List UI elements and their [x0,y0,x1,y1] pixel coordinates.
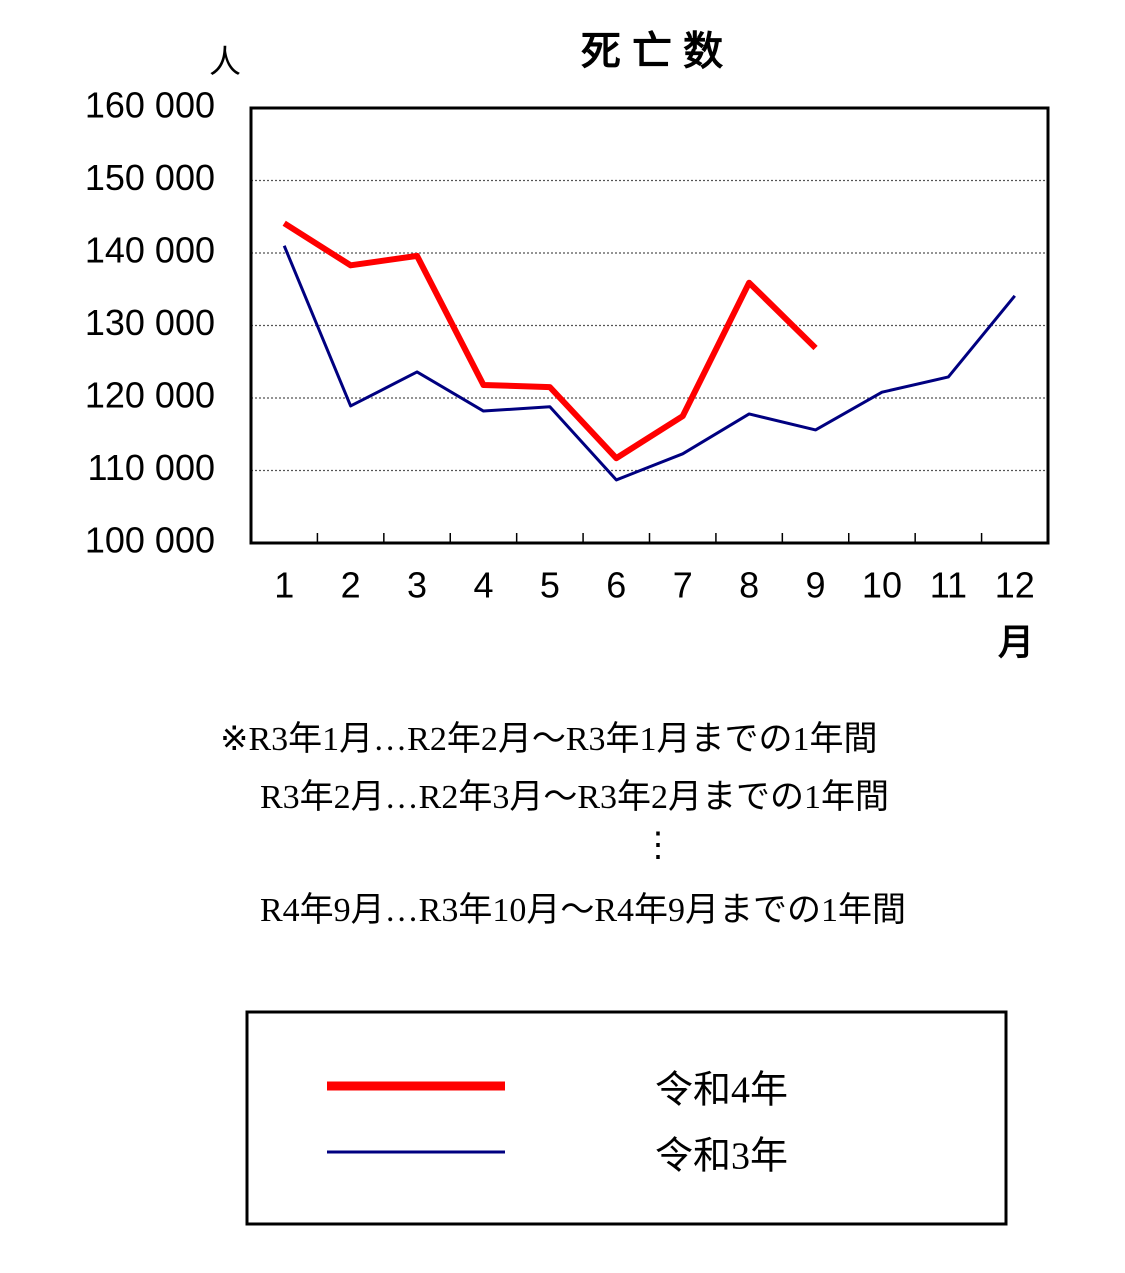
y-tick-label: 100 000 [85,520,215,561]
legend-label: 令和3年 [655,1136,788,1178]
y-tick-label: 140 000 [85,230,215,271]
x-tick-label: 3 [407,565,427,606]
y-tick-label: 130 000 [85,302,215,343]
y-axis-label: 人 [209,43,241,79]
y-tick-label: 120 000 [85,375,215,416]
note: R3年2月…R2年3月～R3年2月までの1年間 [260,778,889,816]
x-tick-label: 9 [806,565,826,606]
note: ※R3年1月…R2年2月～R3年1月までの1年間 [220,720,878,758]
x-tick-label: 2 [341,565,361,606]
legend-label: 令和4年 [655,1070,788,1112]
note: ⋮ [641,827,675,864]
plot-frame [249,106,1050,545]
x-tick-label: 8 [739,565,759,606]
data-line [282,245,1016,482]
note: R4年9月…R3年10月～R4年9月までの1年間 [260,891,906,929]
data-line [282,220,818,462]
x-tick-label: 4 [473,565,493,606]
x-tick-label: 7 [673,565,693,606]
x-tick-label: 5 [540,565,560,606]
x-tick-label: 11 [930,565,967,606]
x-tick-label: 12 [995,565,1035,606]
chart-title: 死 亡 数 [581,30,723,74]
y-tick-label: 110 000 [88,447,215,488]
x-axis-label: 月 [998,622,1034,663]
x-tick-label: 6 [606,565,626,606]
y-tick-label: 160 000 [85,85,215,126]
legend-box [245,1010,1008,1226]
y-tick-label: 150 000 [85,157,215,198]
x-tick-label: 10 [862,565,902,606]
x-tick-label: 1 [274,565,294,606]
